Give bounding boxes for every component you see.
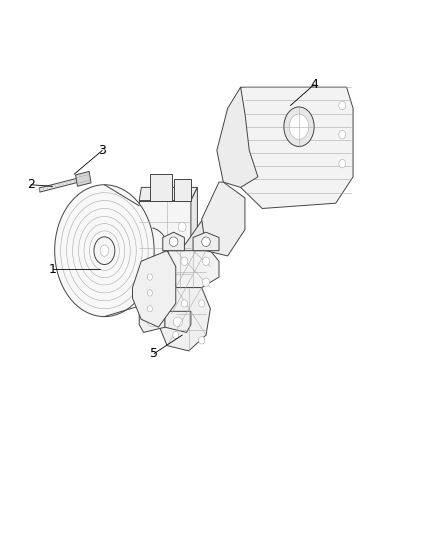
Polygon shape [150, 174, 172, 200]
Polygon shape [163, 251, 219, 288]
Ellipse shape [284, 107, 314, 147]
Polygon shape [165, 311, 191, 333]
Polygon shape [133, 251, 176, 327]
Polygon shape [139, 311, 165, 333]
Ellipse shape [339, 101, 346, 110]
Polygon shape [202, 182, 245, 256]
Ellipse shape [147, 274, 152, 280]
Ellipse shape [339, 159, 346, 168]
Ellipse shape [173, 332, 179, 339]
Ellipse shape [169, 237, 178, 246]
Ellipse shape [147, 290, 152, 296]
Ellipse shape [55, 185, 154, 317]
Text: 2: 2 [27, 178, 35, 191]
Polygon shape [139, 200, 191, 311]
Ellipse shape [339, 131, 346, 139]
Ellipse shape [173, 317, 183, 327]
Text: 4: 4 [310, 78, 318, 91]
Ellipse shape [199, 337, 205, 344]
Text: 3: 3 [98, 144, 106, 157]
Polygon shape [191, 188, 198, 311]
Ellipse shape [202, 237, 210, 246]
Ellipse shape [147, 305, 152, 312]
Polygon shape [217, 87, 258, 188]
Polygon shape [154, 208, 210, 319]
Ellipse shape [289, 114, 309, 140]
Polygon shape [39, 178, 80, 192]
Text: 5: 5 [150, 347, 158, 360]
Polygon shape [139, 188, 198, 200]
Ellipse shape [202, 257, 209, 265]
Polygon shape [174, 180, 191, 200]
Polygon shape [240, 87, 353, 208]
Polygon shape [163, 232, 184, 251]
Ellipse shape [181, 300, 187, 307]
Ellipse shape [202, 278, 209, 287]
Ellipse shape [148, 317, 157, 327]
Ellipse shape [100, 245, 109, 256]
Ellipse shape [181, 257, 188, 265]
Ellipse shape [94, 237, 115, 264]
Polygon shape [193, 232, 219, 251]
Polygon shape [75, 172, 91, 186]
Text: 1: 1 [49, 263, 57, 276]
Ellipse shape [178, 222, 186, 232]
Ellipse shape [199, 300, 205, 307]
Polygon shape [159, 288, 210, 351]
